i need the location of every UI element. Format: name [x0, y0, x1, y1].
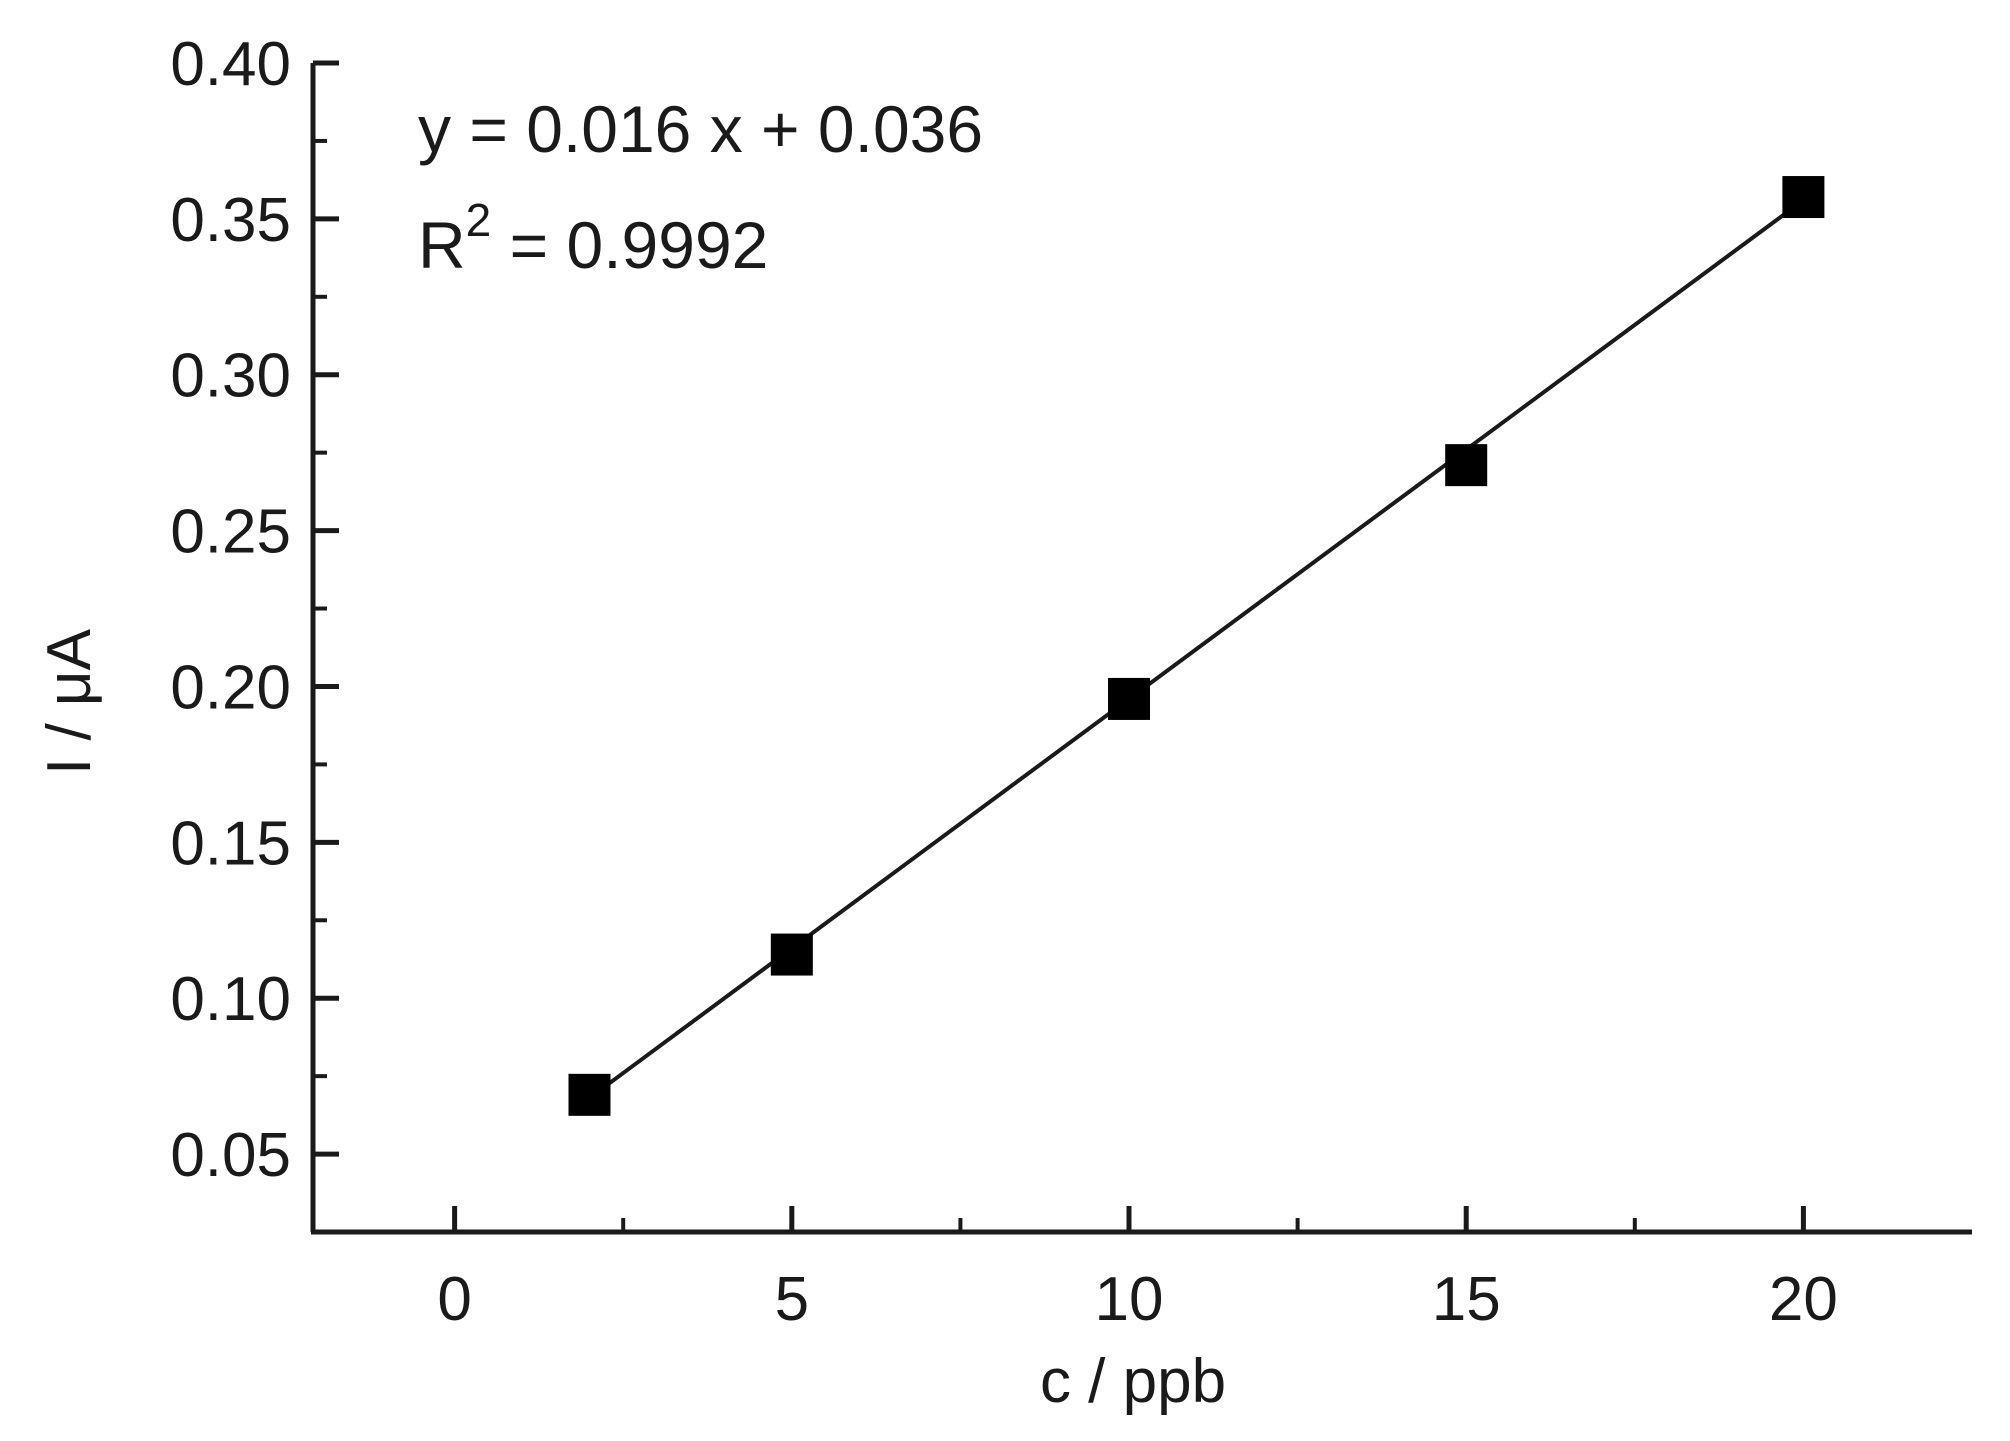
y-tick-label: 0.25 [170, 498, 291, 567]
r-squared-annotation: R2 = 0.9992 [418, 194, 768, 282]
y-tick-label: 0.30 [170, 342, 291, 411]
r-squared-exponent: 2 [466, 194, 492, 246]
y-tick-label: 0.10 [170, 965, 291, 1034]
data-points [568, 176, 1825, 1116]
r-squared-letter: R [418, 208, 466, 282]
fit-equation: y = 0.016 x + 0.036 [418, 92, 983, 166]
data-point [770, 933, 813, 976]
x-axis: 0 5 10 15 20 [311, 1206, 1972, 1334]
x-tick-label: 5 [775, 1265, 809, 1334]
x-tick-label: 10 [1095, 1265, 1164, 1334]
y-tick-label: 0.20 [170, 653, 291, 722]
y-axis-label: I / μA [35, 628, 104, 775]
r-squared-value: = 0.9992 [491, 208, 768, 282]
data-point [568, 1073, 611, 1116]
x-tick-label: 0 [437, 1265, 471, 1334]
y-tick-label: 0.05 [170, 1121, 291, 1190]
x-tick-label: 15 [1432, 1265, 1501, 1334]
y-tick-label: 0.15 [170, 809, 291, 878]
x-tick-label: 20 [1769, 1265, 1838, 1334]
y-tick-label: 0.35 [170, 186, 291, 255]
data-point [1782, 176, 1825, 219]
data-point [1445, 444, 1488, 487]
y-axis: 0.05 0.10 0.15 0.20 0.25 0.30 0.35 0.40 [170, 30, 339, 1232]
data-point [1108, 677, 1151, 720]
x-axis-label: c / ppb [1040, 1347, 1226, 1416]
y-tick-label: 0.40 [170, 30, 291, 99]
